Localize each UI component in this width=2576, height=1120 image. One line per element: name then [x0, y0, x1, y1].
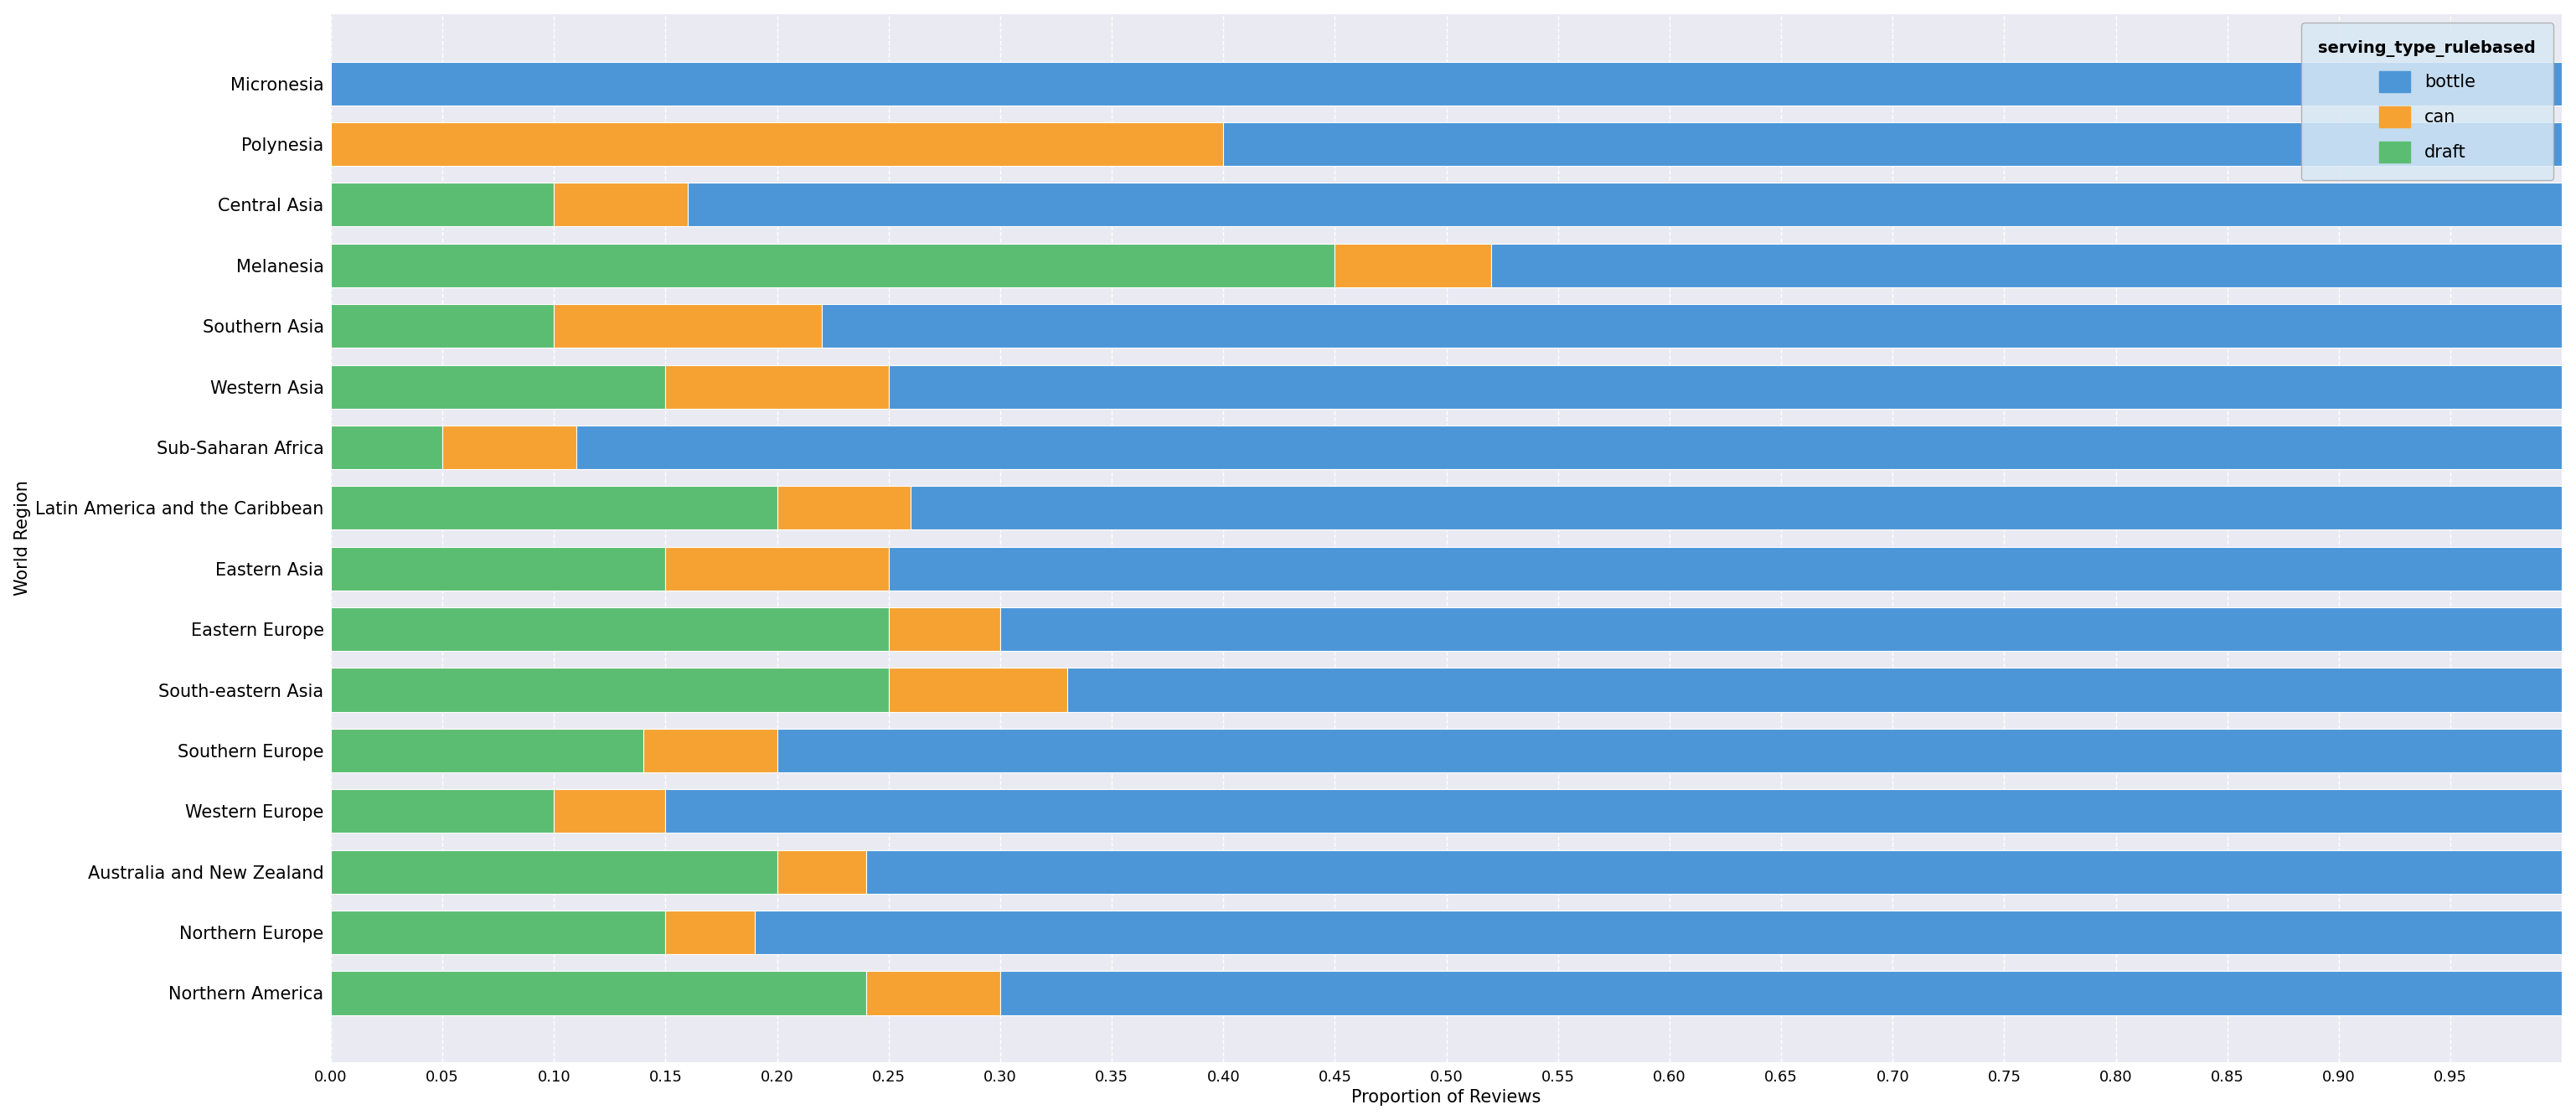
Bar — [330, 62, 2563, 105]
Bar — [1492, 243, 2563, 287]
Bar — [665, 547, 889, 590]
Bar — [330, 911, 665, 954]
Bar — [778, 486, 912, 530]
Bar — [554, 790, 665, 833]
Bar — [330, 243, 1334, 287]
Bar — [330, 486, 778, 530]
Bar — [577, 426, 2563, 469]
Bar — [889, 547, 2563, 590]
Bar — [822, 305, 2563, 348]
Bar — [889, 607, 999, 651]
Bar — [330, 365, 665, 409]
Bar — [866, 971, 999, 1015]
Bar — [330, 607, 889, 651]
Bar — [330, 426, 443, 469]
Bar — [1224, 122, 2563, 166]
Bar — [330, 183, 554, 226]
Bar — [330, 790, 554, 833]
Bar — [665, 365, 889, 409]
Bar — [889, 365, 2563, 409]
Bar — [330, 547, 665, 590]
Bar — [688, 183, 2563, 226]
Bar — [330, 122, 1224, 166]
Bar — [999, 607, 2563, 651]
Bar — [443, 426, 577, 469]
Bar — [330, 729, 644, 773]
Bar — [330, 850, 778, 894]
Bar — [866, 850, 2563, 894]
Bar — [665, 911, 755, 954]
Bar — [889, 668, 1066, 711]
Bar — [912, 486, 2563, 530]
X-axis label: Proportion of Reviews: Proportion of Reviews — [1352, 1090, 1540, 1107]
Bar — [1334, 243, 1492, 287]
Bar — [554, 305, 822, 348]
Bar — [778, 729, 2563, 773]
Bar — [330, 305, 554, 348]
Y-axis label: World Region: World Region — [13, 480, 31, 596]
Bar — [644, 729, 778, 773]
Bar — [330, 971, 866, 1015]
Bar — [1066, 668, 2563, 711]
Bar — [999, 971, 2563, 1015]
Bar — [554, 183, 688, 226]
Bar — [665, 790, 2563, 833]
Legend: bottle, can, draft: bottle, can, draft — [2300, 22, 2553, 180]
Bar — [330, 668, 889, 711]
Bar — [778, 850, 866, 894]
Bar — [755, 911, 2563, 954]
